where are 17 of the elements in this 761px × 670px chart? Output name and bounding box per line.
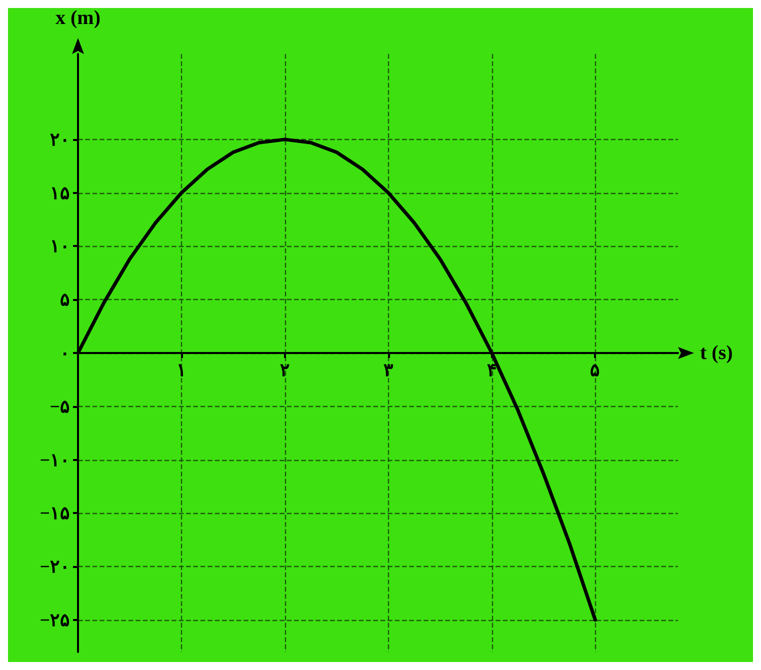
- y-axis-title: x (m): [56, 7, 100, 29]
- x-tick-label: ۲: [280, 360, 290, 380]
- y-tick-label: ۲۰: [50, 129, 70, 150]
- y-tick-label: −۱۵: [40, 503, 70, 524]
- x-tick-label: ۵: [590, 360, 600, 380]
- x-axis-title: t (s): [700, 342, 733, 364]
- y-tick-label: −۱۰: [40, 450, 70, 470]
- y-tick-label: −۵: [50, 396, 70, 416]
- y-tick-label: ۱۵: [50, 182, 70, 203]
- y-tick-label: ۱۰: [50, 236, 70, 256]
- y-tick-label: ۵: [60, 290, 70, 310]
- y-tick-label: ۰: [60, 343, 70, 363]
- x-tick-label: ۴: [486, 360, 497, 380]
- x-tick-label: ۱: [176, 360, 186, 380]
- y-tick-label: −۲۵: [40, 610, 70, 630]
- y-tick-label: −۲۰: [40, 556, 70, 577]
- x-tick-label: ۳: [383, 360, 394, 380]
